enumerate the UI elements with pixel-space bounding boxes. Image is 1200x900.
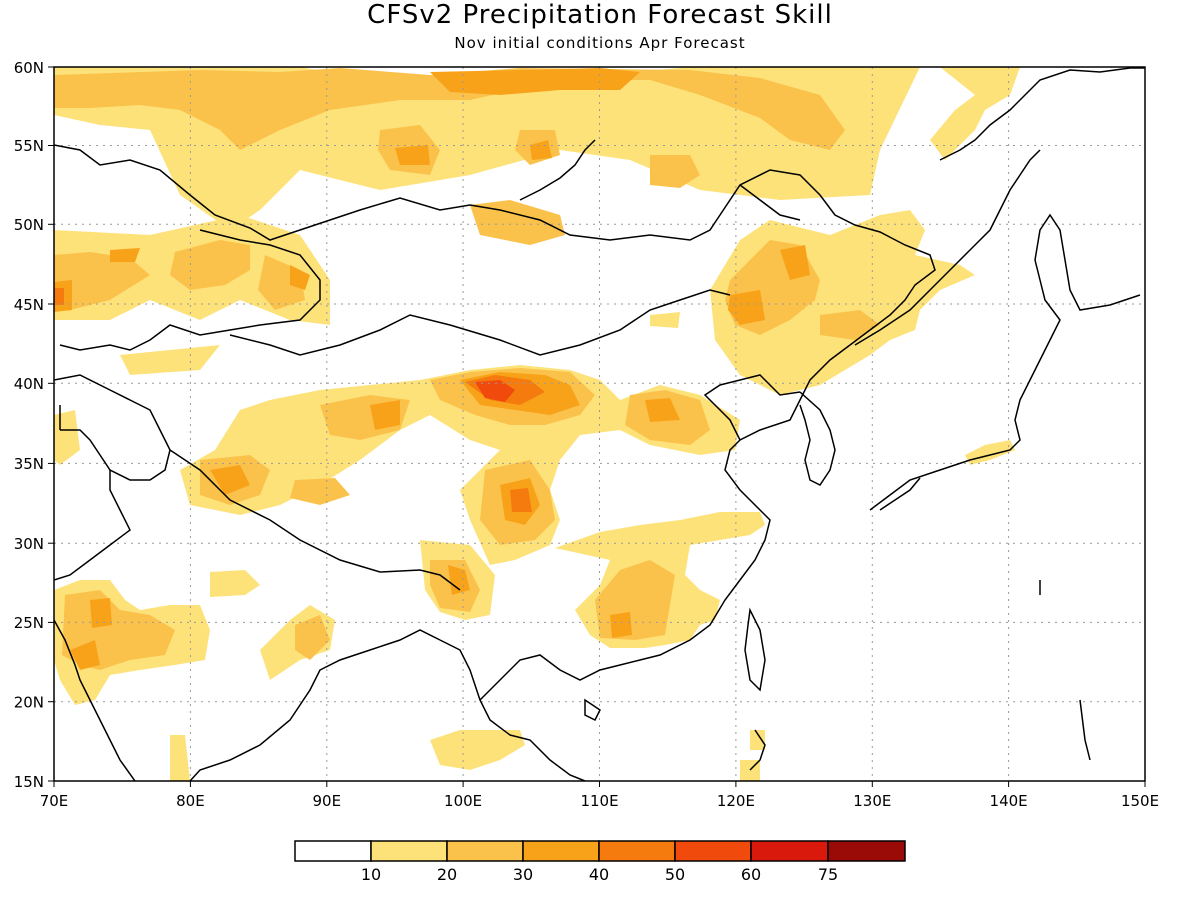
lon-tick-label: 120E (717, 792, 755, 810)
lat-tick-label: 50N (14, 216, 44, 234)
lon-tick-label: 90E (313, 792, 342, 810)
skill-shading (54, 67, 1020, 781)
colorbar-label: 60 (741, 865, 761, 884)
lat-labels: 15N 20N 25N 30N 35N 40N 45N 50N 55N 60N (14, 59, 44, 791)
skill-level-50 (475, 380, 515, 402)
lon-tick-label: 80E (176, 792, 205, 810)
colorbar-swatch (674, 840, 752, 862)
lat-tick-label: 60N (14, 59, 44, 77)
axis-ticks (48, 66, 1146, 787)
colorbar-swatch (294, 840, 372, 862)
lat-tick-label: 40N (14, 375, 44, 393)
coastlines-borders (54, 67, 1145, 781)
lon-tick-label: 110E (580, 792, 618, 810)
lat-tick-label: 55N (14, 137, 44, 155)
colorbar-label: 75 (818, 865, 838, 884)
lon-tick-label: 140E (990, 792, 1028, 810)
graticule (54, 67, 1145, 781)
colorbar-swatch (522, 840, 600, 862)
lon-labels: 70E 80E 90E 100E 110E 120E 130E 140E 150… (40, 792, 1159, 810)
colorbar: 10 20 30 40 50 60 75 (294, 840, 906, 884)
map-title: CFSv2 Precipitation Forecast Skill (367, 0, 833, 30)
colorbar-label: 10 (361, 865, 381, 884)
lat-tick-label: 15N (14, 773, 44, 791)
lon-tick-label: 100E (444, 792, 482, 810)
lon-tick-label: 70E (40, 792, 69, 810)
colorbar-label: 30 (513, 865, 533, 884)
colorbar-swatch (446, 840, 524, 862)
colorbar-swatch (750, 840, 829, 862)
lat-tick-label: 35N (14, 455, 44, 473)
lat-tick-label: 30N (14, 535, 44, 553)
lat-tick-label: 20N (14, 694, 44, 712)
colorbar-label: 40 (589, 865, 609, 884)
colorbar-label: 20 (437, 865, 457, 884)
colorbar-swatch (598, 840, 676, 862)
lat-tick-label: 45N (14, 296, 44, 314)
lon-tick-label: 150E (1121, 792, 1159, 810)
map-subtitle: Nov initial conditions Apr Forecast (454, 34, 746, 52)
skill-level-30 (54, 68, 810, 670)
colorbar-label: 50 (665, 865, 685, 884)
lon-tick-label: 130E (853, 792, 891, 810)
colorbar-swatch (827, 840, 906, 862)
lat-tick-label: 25N (14, 614, 44, 632)
colorbar-swatch (370, 840, 448, 862)
